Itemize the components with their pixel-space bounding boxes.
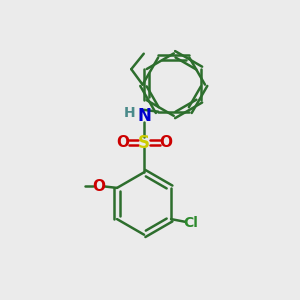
Text: O: O xyxy=(92,179,105,194)
Text: O: O xyxy=(159,135,172,150)
Text: S: S xyxy=(138,134,150,152)
Text: Cl: Cl xyxy=(183,216,198,230)
Text: H: H xyxy=(124,106,136,120)
Text: O: O xyxy=(116,135,129,150)
Text: N: N xyxy=(137,107,151,125)
